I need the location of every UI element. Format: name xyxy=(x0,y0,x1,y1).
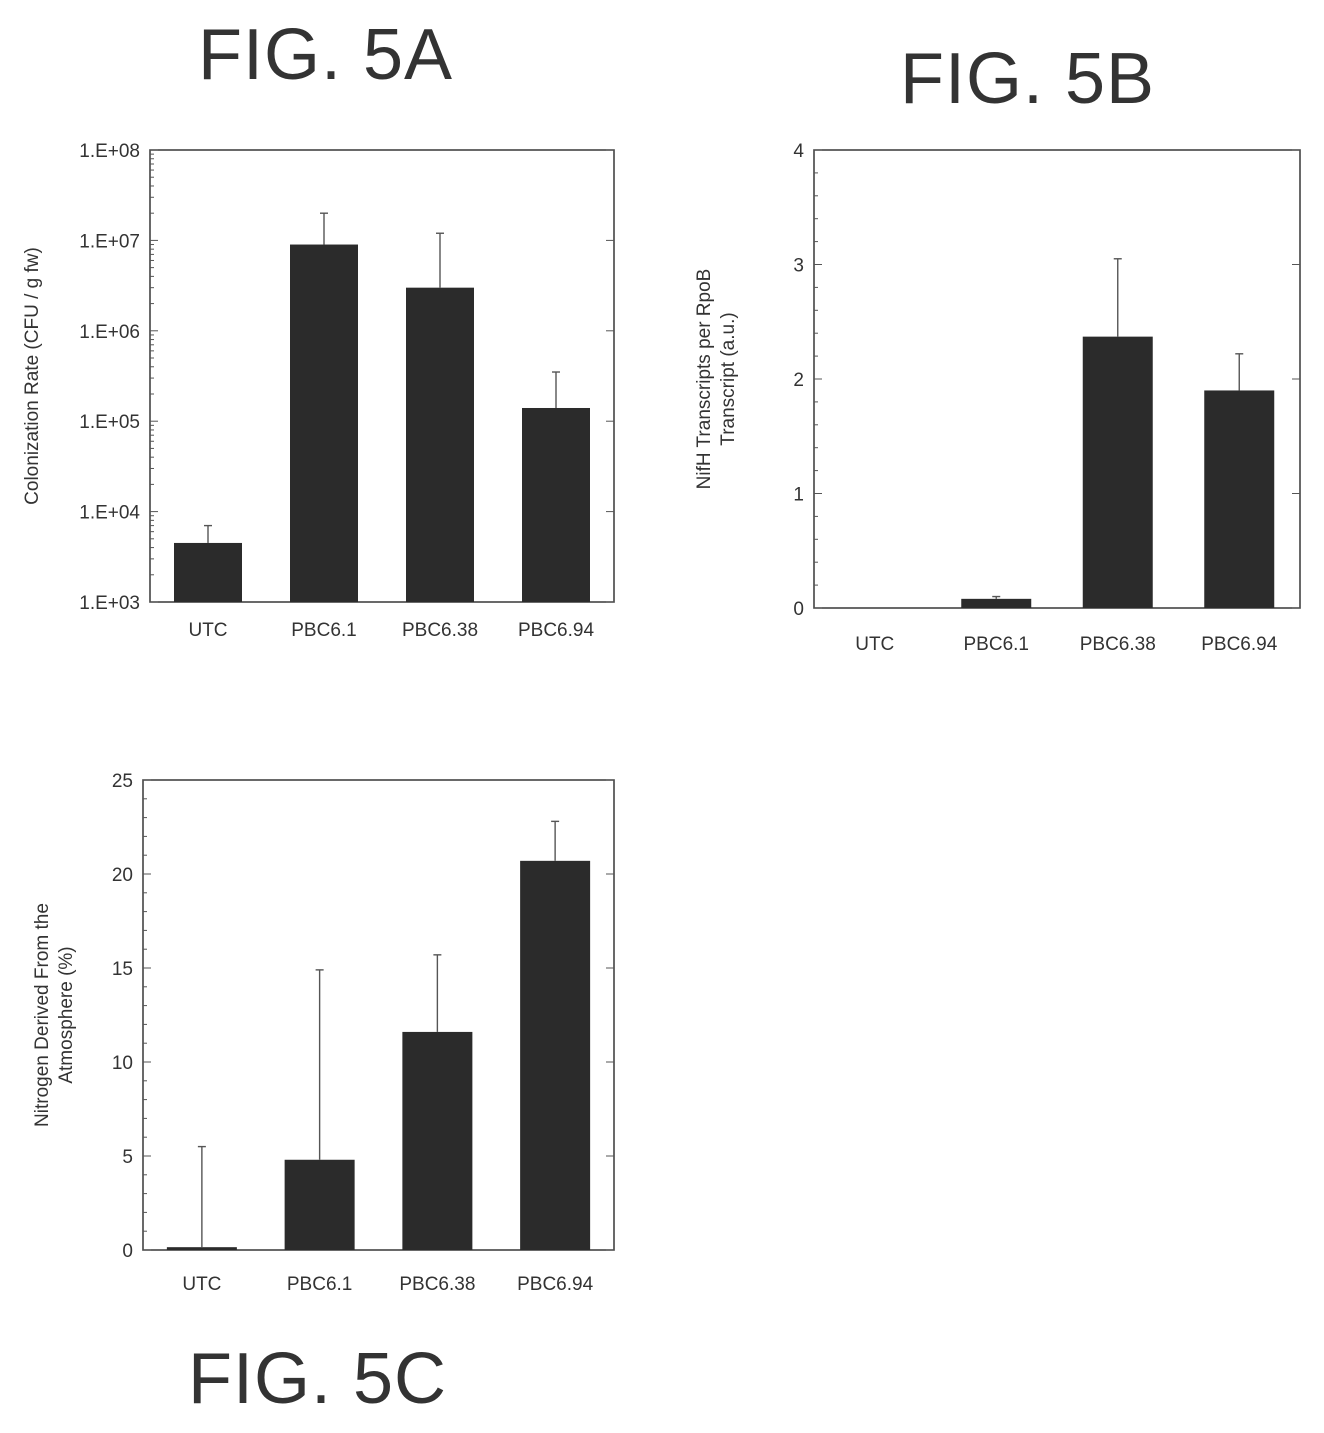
bar xyxy=(174,542,242,602)
figure-5a-title: FIG. 5A xyxy=(198,15,454,95)
bar xyxy=(406,287,474,602)
y-axis-label-line: Atmosphere (%) xyxy=(56,946,77,1083)
plot-frame xyxy=(149,149,615,603)
y-tick-label: 4 xyxy=(793,141,804,162)
y-tick-label: 1.E+08 xyxy=(79,141,140,162)
x-category-label: UTC xyxy=(182,1274,221,1295)
y-tick-label: 20 xyxy=(112,865,133,886)
x-category-label: UTC xyxy=(188,620,227,641)
bar xyxy=(402,1031,473,1250)
bar xyxy=(166,1247,237,1250)
x-category-label: PBC6.1 xyxy=(287,1274,352,1295)
y-tick-label: 1.E+07 xyxy=(79,231,140,252)
figure-5c-title: FIG. 5C xyxy=(188,1339,448,1419)
bar xyxy=(522,407,590,602)
y-axis-label: Colonization Rate (CFU / g fw) xyxy=(22,247,43,505)
bar xyxy=(1204,390,1275,608)
x-category-label: PBC6.38 xyxy=(1080,634,1156,655)
x-category-label: PBC6.94 xyxy=(1201,634,1277,655)
x-category-label: PBC6.38 xyxy=(402,620,478,641)
x-category-label: PBC6.1 xyxy=(291,620,356,641)
y-axis-label-line: NifH Transcripts per RpoB xyxy=(694,269,715,490)
chart-5a: 1.E+03 1.E+04 1.E+05 1.E+06 1.E+07 1.E+08 Colo… xyxy=(22,141,615,641)
x-category-label: UTC xyxy=(855,634,894,655)
y-tick-label: 2 xyxy=(793,370,804,391)
plot-frame xyxy=(142,779,615,1251)
figure-5b-title: FIG. 5B xyxy=(900,39,1156,119)
y-tick-label: 3 xyxy=(793,256,804,277)
y-tick-label: 10 xyxy=(112,1053,133,1074)
y-tick-label: 1 xyxy=(793,485,804,506)
y-tick-label: 5 xyxy=(122,1147,133,1168)
bar xyxy=(961,598,1032,608)
y-axis-label-line: Nitrogen Derived From the xyxy=(32,903,53,1127)
bar xyxy=(1082,336,1153,608)
x-category-label: PBC6.38 xyxy=(399,1274,475,1295)
y-tick-label: 1.E+05 xyxy=(79,412,140,433)
chart-5b: 0 1 2 3 4 NifH Transcripts per RpoB Transcript… xyxy=(694,141,1301,655)
y-tick-label: 1.E+03 xyxy=(79,593,140,614)
bar xyxy=(520,860,591,1250)
x-category-label: PBC6.1 xyxy=(964,634,1029,655)
y-tick-label: 1.E+04 xyxy=(79,503,140,524)
y-tick-label: 25 xyxy=(112,771,133,792)
x-category-label: PBC6.94 xyxy=(518,620,594,641)
y-tick-label: 15 xyxy=(112,959,133,980)
x-category-label: PBC6.94 xyxy=(517,1274,593,1295)
y-tick-label: 0 xyxy=(793,599,804,620)
y-axis-label-line: Transcript (a.u.) xyxy=(718,312,739,445)
y-tick-label: 1.E+06 xyxy=(79,322,140,343)
bar xyxy=(284,1159,355,1250)
bar xyxy=(290,244,358,602)
chart-5c: 0 5 10 15 20 25 Nitrogen Derived From the Atmos… xyxy=(32,771,615,1295)
y-tick-label: 0 xyxy=(122,1241,133,1262)
